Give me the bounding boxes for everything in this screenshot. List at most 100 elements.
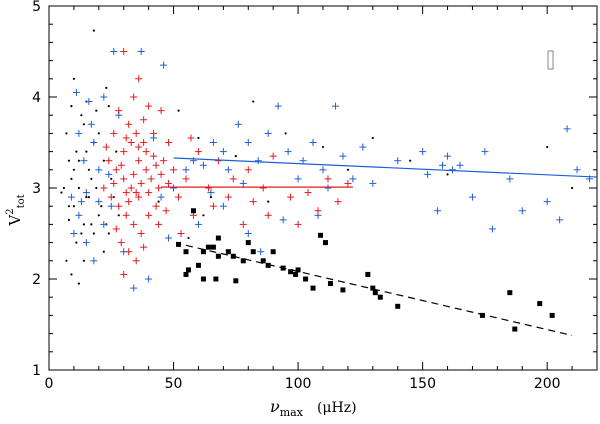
black-squares-point xyxy=(200,249,206,255)
black-squares-point xyxy=(195,262,201,268)
red-plus-point xyxy=(112,166,120,174)
blue-plus-point xyxy=(488,225,496,233)
red-plus-point xyxy=(155,184,163,192)
blue-plus-point xyxy=(90,139,98,146)
blue-plus-point xyxy=(95,198,103,206)
red-plus-point xyxy=(122,134,130,142)
black-dots-point xyxy=(371,136,374,140)
blue-plus-point xyxy=(160,61,168,69)
black-squares-point xyxy=(183,271,189,277)
blue-plus-point xyxy=(324,184,332,192)
red-plus-point xyxy=(142,148,150,156)
black-dots-point xyxy=(117,214,120,217)
black-squares-point xyxy=(210,244,216,250)
blue-plus-point xyxy=(319,166,327,174)
red-plus-point xyxy=(110,179,118,187)
red-plus-point xyxy=(162,207,170,215)
blue-fit-line xyxy=(173,157,598,178)
blue-plus-point xyxy=(563,125,571,133)
black-dots-point xyxy=(177,109,180,112)
red-plus-point xyxy=(314,207,322,215)
black-squares-point xyxy=(512,326,518,332)
red-plus-point xyxy=(150,152,158,160)
blue-plus-point xyxy=(456,161,464,169)
blue-plus-point xyxy=(274,102,282,110)
blue-plus-point xyxy=(165,234,173,242)
blue-plus-point xyxy=(219,148,227,156)
x-axis-subscript: max xyxy=(280,406,304,419)
blue-plus-point xyxy=(369,179,377,187)
x-tick-label: 0 xyxy=(45,376,54,392)
blue-plus-point xyxy=(95,166,103,174)
red-plus-point xyxy=(115,107,123,115)
x-tick-label: 200 xyxy=(534,376,561,392)
black-squares-point xyxy=(322,240,328,246)
red-plus-point xyxy=(110,129,118,137)
red-plus-point xyxy=(142,166,150,174)
y-tick-label: 4 xyxy=(32,90,41,106)
black-dots-point xyxy=(100,205,103,208)
red-plus-point xyxy=(120,175,128,183)
black-dots-point xyxy=(284,132,287,135)
black-dots-point xyxy=(234,155,237,158)
black-dots-point xyxy=(209,196,213,199)
blue-plus-point xyxy=(257,248,265,256)
blue-plus-point xyxy=(359,143,367,151)
black-dots-point xyxy=(95,186,98,190)
black-dots-point xyxy=(95,109,98,112)
black-dots-point xyxy=(72,77,76,80)
red-plus-point xyxy=(229,175,237,183)
axis-ticks xyxy=(48,5,598,371)
red-plus-point xyxy=(152,202,160,210)
red-plus-point xyxy=(130,220,138,228)
black-squares-point xyxy=(295,267,301,273)
red-plus-point xyxy=(157,170,165,178)
red-plus-point xyxy=(249,198,257,206)
black-dots-point xyxy=(252,100,255,103)
red-plus-point xyxy=(132,257,140,265)
plot-content xyxy=(60,29,594,332)
y-axis-title: V2tot xyxy=(5,194,27,226)
black-squares-point xyxy=(185,267,191,273)
blue-plus-point xyxy=(239,179,247,187)
black-dots-point xyxy=(97,132,100,135)
blue-plus-point xyxy=(110,48,118,55)
black-squares-point xyxy=(245,240,251,246)
blue-plus-point xyxy=(419,148,427,156)
red-plus-point xyxy=(182,175,190,183)
red-plus-point xyxy=(135,143,143,151)
red-plus-point xyxy=(145,102,153,110)
black-dots-point xyxy=(75,241,78,244)
red-plus-point xyxy=(135,157,143,165)
black-squares-point xyxy=(270,249,276,255)
black-dots-point xyxy=(70,177,73,180)
red-plus-point xyxy=(334,198,342,206)
black-squares-point xyxy=(372,290,378,296)
fit-lines xyxy=(161,157,598,337)
black-dots-point xyxy=(115,150,118,153)
blue-plus-point xyxy=(264,129,272,137)
legend-box-icon xyxy=(547,50,554,70)
black-squares-point xyxy=(265,262,271,268)
black-dots-point xyxy=(77,159,80,162)
red-plus-point xyxy=(209,202,217,210)
black-squares-point xyxy=(303,276,309,282)
red-plus-point xyxy=(125,198,133,206)
black-dots-point xyxy=(67,218,71,221)
red-plus-point xyxy=(117,239,125,247)
black-squares-point xyxy=(549,312,555,318)
red-plus-point xyxy=(150,129,158,137)
red-plus-point xyxy=(112,225,120,233)
black-squares-point xyxy=(288,269,294,275)
red-plus-point xyxy=(224,193,232,201)
red-plus-point xyxy=(204,184,212,192)
black-squares-point xyxy=(479,312,485,318)
blue-plus-point xyxy=(339,152,347,160)
blue-plus-point xyxy=(481,148,489,156)
red-plus-point xyxy=(214,157,222,165)
black-dots-point xyxy=(82,123,85,126)
red-plus-point xyxy=(120,148,128,156)
blue-plus-point xyxy=(75,129,83,137)
blue-plus-point xyxy=(224,166,232,174)
black-dots-point xyxy=(157,200,160,203)
